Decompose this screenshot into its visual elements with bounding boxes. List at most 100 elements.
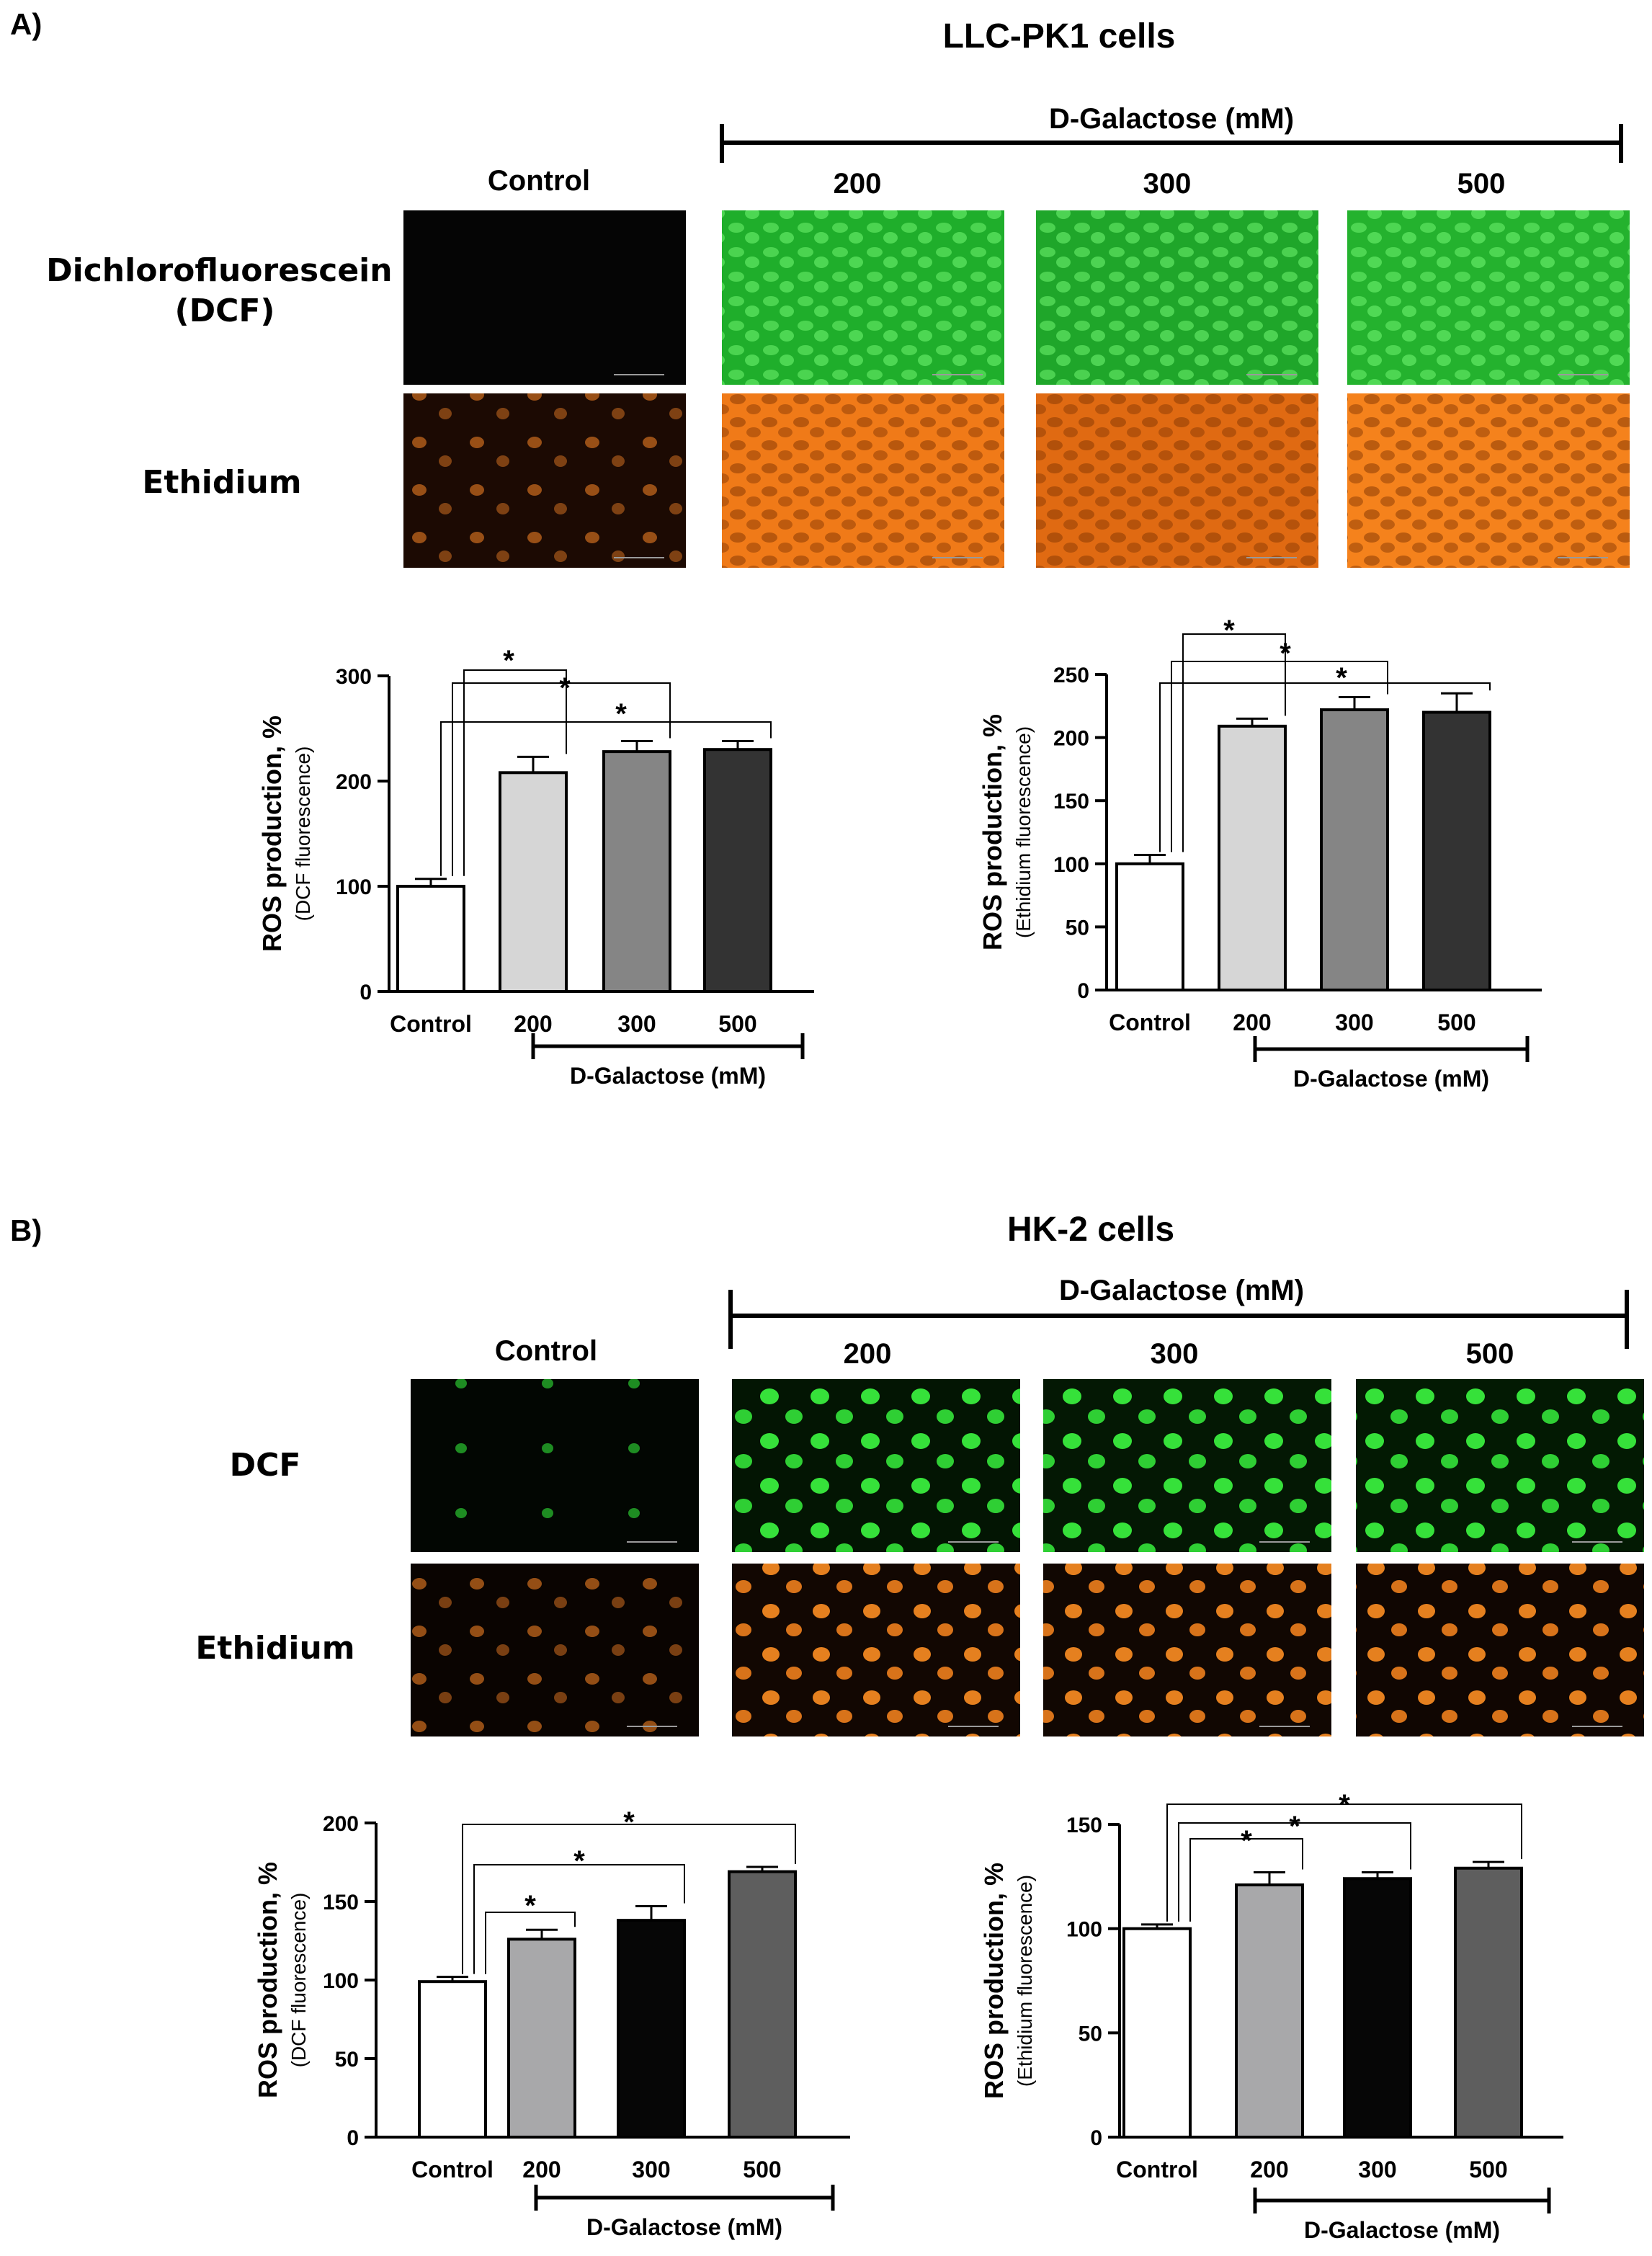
significance-bracket — [1166, 1804, 1522, 1922]
bar-300 — [602, 750, 671, 993]
y-tick-label: 150 — [323, 1891, 359, 1914]
panel-label-b: B) — [10, 1213, 42, 1247]
column-label-a-200: 200 — [834, 168, 882, 200]
significance-bracket — [1171, 661, 1388, 852]
panel-title-b: HK-2 cells — [1007, 1211, 1174, 1249]
group-bracket — [531, 1033, 805, 1059]
treatment-label-b: D-Galactose (mM) — [1059, 1275, 1304, 1306]
row-label-a-ethidium: Ethidium — [142, 464, 301, 501]
category-label: 500 — [743, 2157, 781, 2183]
significance-bracket — [1178, 1822, 1411, 1922]
significance-star: * — [1223, 615, 1235, 646]
y-axis-sublabel: (Ethidium fluorescence) — [1014, 1875, 1036, 2087]
column-label-b-300: 300 — [1151, 1338, 1199, 1370]
y-axis-sublabel: (DCF fluorescence) — [287, 1893, 310, 2068]
y-tick-label: 300 — [336, 665, 372, 689]
category-label: Control — [411, 2157, 494, 2183]
y-axis-label: ROS production, % — [253, 1862, 282, 2098]
category-label: 200 — [1233, 1009, 1271, 1035]
y-tick-label: 250 — [1053, 664, 1089, 687]
y-tick-label: 100 — [323, 1969, 359, 1993]
panel-title-a: LLC-PK1 cells — [943, 17, 1176, 55]
significance-star: * — [615, 698, 627, 730]
bar-500 — [1422, 710, 1491, 991]
category-label: 300 — [617, 1011, 656, 1037]
category-label: 200 — [1250, 2157, 1288, 2183]
significance-star: * — [559, 672, 571, 704]
significance-bracket — [462, 1824, 796, 1974]
bar-500 — [1454, 1866, 1523, 2139]
y-tick-label: 100 — [1066, 1918, 1102, 1942]
y-axis-label: ROS production, % — [257, 715, 287, 952]
y-tick-label: 0 — [1077, 979, 1089, 1003]
y-tick-label: 200 — [336, 770, 372, 794]
row-label-a-dcf: Dichlorofluorescein (DCF) — [46, 252, 403, 329]
panel-label-a: A) — [10, 7, 42, 41]
group-label: D-Galactose (mM) — [1304, 2217, 1500, 2243]
bar-200 — [499, 771, 568, 993]
y-tick-label: 200 — [323, 1812, 359, 1836]
category-label: 500 — [718, 1011, 756, 1037]
category-label: Control — [390, 1011, 472, 1037]
group-bracket — [1253, 1036, 1530, 1062]
group-label: D-Galactose (mM) — [1293, 1066, 1489, 1092]
group-label: D-Galactose (mM) — [570, 1063, 766, 1089]
significance-star: * — [573, 1845, 585, 1877]
y-tick-label: 50 — [1066, 916, 1089, 940]
y-tick-label: 50 — [1079, 2022, 1102, 2046]
y-tick-label: 100 — [1053, 853, 1089, 877]
bar-500 — [728, 1870, 797, 2139]
category-label: 300 — [1335, 1009, 1373, 1035]
category-label: Control — [1109, 1009, 1191, 1035]
group-label: D-Galactose (mM) — [586, 2214, 782, 2240]
bar-300 — [1343, 1877, 1412, 2139]
micrograph-a-dcf-0 — [403, 210, 686, 385]
bar-chart-b-dcf: 0 50 100 150 200 Control 200 300 500 * * * D-Galacto… — [253, 1806, 850, 2240]
bar-chart-b-ethidium: 0 50 100 150 Control 200 300 500 * * * D-Galactose … — [979, 1789, 1563, 2243]
significance-bracket — [1182, 633, 1286, 852]
y-tick-label: 0 — [360, 981, 372, 1004]
significance-bracket — [473, 1864, 685, 1974]
significance-star: * — [1280, 638, 1291, 669]
column-label-a-300: 300 — [1143, 168, 1192, 200]
y-axis-label: ROS production, % — [979, 1863, 1009, 2099]
column-label-b-control: Control — [495, 1335, 597, 1367]
row-label-b-ethidium: Ethidium — [195, 1630, 354, 1667]
micrograph-grid-a — [403, 210, 1630, 568]
significance-bracket — [440, 721, 772, 876]
y-tick-label: 150 — [1066, 1814, 1102, 1837]
column-label-a-500: 500 — [1457, 168, 1506, 200]
significance-star: * — [1339, 1789, 1350, 1821]
y-axis-label: ROS production, % — [978, 714, 1007, 950]
y-tick-label: 0 — [1090, 2126, 1102, 2150]
significance-bracket — [485, 1912, 576, 1974]
category-label: 500 — [1437, 1009, 1475, 1035]
y-axis-sublabel: (DCF fluorescence) — [292, 746, 314, 922]
bar-control — [418, 1980, 487, 2139]
bar-200 — [507, 1938, 576, 2139]
column-label-b-200: 200 — [844, 1338, 892, 1370]
significance-star: * — [524, 1890, 536, 1922]
group-bracket — [534, 2185, 835, 2211]
y-tick-label: 50 — [335, 2048, 359, 2072]
significance-bracket — [1189, 1838, 1303, 1922]
treatment-label-a: D-Galactose (mM) — [1049, 103, 1294, 135]
significance-bracket — [463, 669, 567, 876]
bar-chart-a-ethidium: 0 50 100 150 200 250 Control 200 300 500 * * * D-Gala… — [978, 615, 1542, 1092]
significance-bracket — [1159, 682, 1491, 852]
bar-chart-a-dcf: 0 100 200 300 Control 200 300 500 * * * D-Galactose… — [257, 645, 814, 1089]
y-axis-sublabel: (Ethidium fluorescence) — [1012, 726, 1035, 938]
significance-star: * — [1241, 1825, 1252, 1857]
y-tick-label: 200 — [1053, 727, 1089, 751]
y-tick-label: 0 — [347, 2126, 359, 2150]
category-label: Control — [1116, 2157, 1198, 2183]
category-label: 200 — [522, 2157, 561, 2183]
bar-200 — [1218, 724, 1287, 991]
bar-500 — [703, 748, 772, 993]
category-label: 300 — [632, 2157, 670, 2183]
bar-control — [1115, 862, 1184, 992]
significance-bracket — [452, 682, 671, 876]
y-tick-label: 100 — [336, 875, 372, 899]
significance-star: * — [1336, 662, 1347, 694]
